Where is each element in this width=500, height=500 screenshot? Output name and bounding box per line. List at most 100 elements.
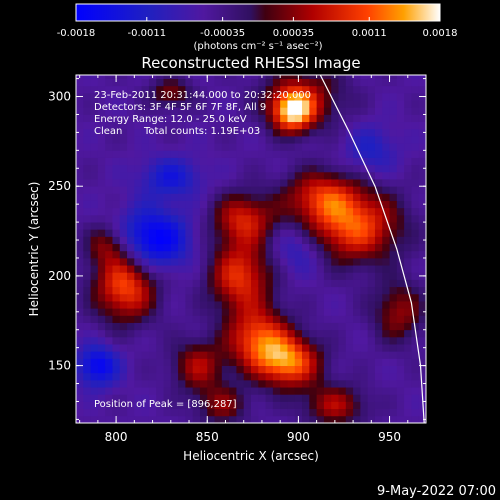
heatmap-cell [404,379,412,388]
heatmap-cell [382,315,390,323]
heatmap-cell [185,114,194,123]
heatmap-cell [134,114,143,123]
heatmap-cell [214,222,223,230]
heatmap-cell [221,85,230,94]
heatmap-cell [367,78,376,87]
heatmap-cell [229,322,237,331]
heatmap-cell [316,200,325,209]
heatmap-cell [345,329,354,338]
heatmap-cell [127,301,135,309]
heatmap-cell [134,135,143,144]
heatmap-cell [418,143,426,151]
heatmap-cell [76,200,84,209]
heatmap-cell [192,394,201,402]
heatmap-cell [411,92,420,101]
heatmap-cell [272,308,281,316]
heatmap-cell [374,336,383,345]
heatmap-cell [389,143,398,151]
heatmap-cell [97,100,106,108]
heatmap-cell [396,394,405,402]
heatmap-cell [199,344,208,352]
heatmap-cell [112,92,121,101]
heatmap-cell [258,143,266,151]
heatmap-cell [287,408,296,417]
heatmap-cell [251,75,259,79]
heatmap-cell [207,229,215,237]
heatmap-cell [97,171,106,180]
heatmap-cell [185,308,194,316]
heatmap-cell [404,164,412,173]
heatmap-cell [338,336,347,345]
heatmap-cell [112,293,121,302]
heatmap-cell [199,257,208,266]
heatmap-cell [221,157,230,166]
heatmap-cell [105,394,113,402]
heatmap-cell [105,358,113,366]
heatmap-cell [331,164,339,173]
heatmap-cell [389,379,398,388]
chart-title: Reconstructed RHESSI Image [141,54,360,72]
heatmap-cell [207,358,215,366]
heatmap-cell [229,229,237,237]
heatmap-cell [207,257,215,266]
heatmap-cell [309,135,318,144]
heatmap-cell [272,214,281,223]
heatmap-cell [127,293,135,302]
heatmap-cell [156,107,164,115]
heatmap-cell [134,193,143,201]
heatmap-cell [353,358,361,366]
heatmap-cell [90,114,99,123]
heatmap-cell [134,200,143,209]
heatmap-cell [382,229,390,237]
heatmap-cell [243,157,252,166]
heatmap-cell [163,92,172,101]
heatmap-cell [309,229,318,237]
heatmap-cell [199,179,208,187]
heatmap-cell [214,401,223,410]
heatmap-cell [367,135,376,144]
heatmap-cell [148,365,157,374]
heatmap-cell [105,92,113,101]
heatmap-cell [243,171,252,180]
heatmap-cell [170,157,179,166]
heatmap-cell [127,164,135,173]
heatmap-cell [90,394,99,402]
heatmap-cell [83,157,91,166]
heatmap-cell [105,207,113,216]
heatmap-cell [323,92,332,101]
heatmap-cell [178,344,186,352]
heatmap-cell [97,387,106,395]
heatmap-cell [170,193,179,201]
heatmap-cell [112,193,121,201]
heatmap-cell [374,408,383,417]
heatmap-cell [404,408,412,417]
heatmap-cell [141,358,150,366]
heatmap-cell [316,135,325,144]
heatmap-cell [367,222,376,230]
heatmap-cell [221,336,230,345]
heatmap-cell [302,207,310,216]
heatmap-cell [119,186,128,194]
heatmap-cell [90,100,99,108]
heatmap-cell [83,85,91,94]
y-tick-label: 250 [48,179,71,193]
heatmap-cell [170,286,179,295]
heatmap-cell [90,107,99,115]
heatmap-cell [229,222,237,230]
heatmap-cell [360,236,369,245]
heatmap-cell [221,114,230,123]
heatmap-cell [345,214,354,223]
heatmap-cell [382,186,390,194]
heatmap-cell [302,394,310,402]
heatmap-cell [199,243,208,252]
heatmap-cell [251,107,259,115]
heatmap-cell [389,336,398,345]
heatmap-cell [148,415,157,423]
heatmap-cell [156,301,164,309]
heatmap-cell [214,265,223,273]
colorbar-tick-label: 0.0011 [352,28,387,39]
heatmap-cell [156,222,164,230]
heatmap-cell [265,193,274,201]
heatmap-cell [382,236,390,245]
heatmap-cell [374,279,383,288]
